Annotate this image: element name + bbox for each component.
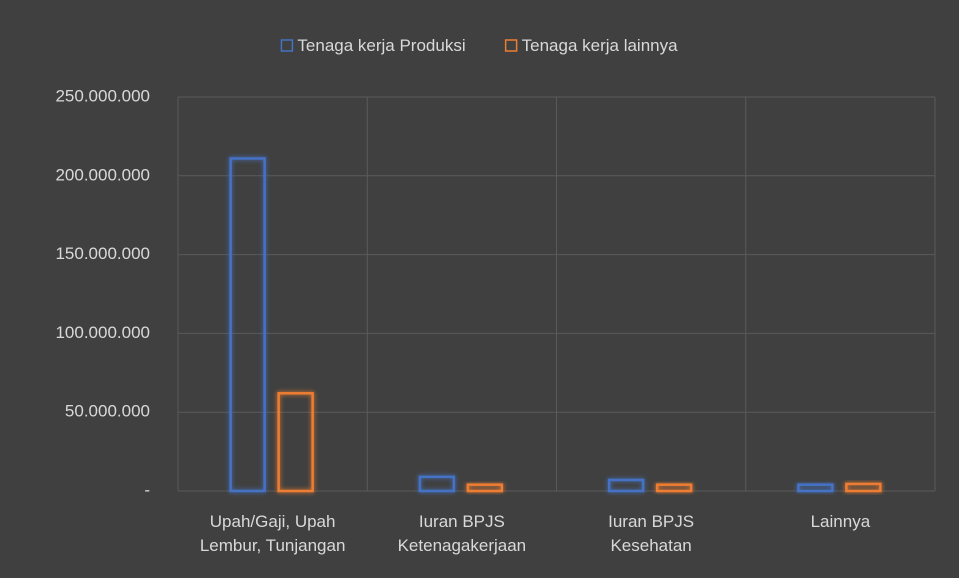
bar xyxy=(277,392,314,493)
legend-label: Tenaga kerja Produksi xyxy=(297,36,465,55)
bar xyxy=(466,483,504,493)
bar xyxy=(229,157,266,493)
y-tick-label: 50.000.000 xyxy=(65,402,150,421)
bar xyxy=(655,483,693,493)
bar xyxy=(607,478,645,493)
x-tick-label: Iuran BPJS Kesehatan xyxy=(608,512,695,555)
y-tick-label: 200.000.000 xyxy=(55,165,150,184)
x-tick-label: Upah/Gaji, Upah Lembur, Tunjangan xyxy=(199,512,346,555)
bar xyxy=(418,475,456,493)
bar xyxy=(797,483,834,493)
legend-swatch xyxy=(504,39,518,52)
legend-label: Tenaga kerja lainnya xyxy=(522,36,678,55)
x-tick-label: Iuran BPJS Ketenagakerjaan xyxy=(397,512,527,555)
x-tick-label: Lainnya xyxy=(810,512,871,531)
bar xyxy=(845,482,882,493)
y-tick-label: - xyxy=(144,480,150,499)
y-tick-label: 100.000.000 xyxy=(55,323,150,342)
y-tick-label: 150.000.000 xyxy=(55,244,150,263)
legend-swatch xyxy=(280,39,294,52)
y-tick-label: 250.000.000 xyxy=(55,86,150,105)
